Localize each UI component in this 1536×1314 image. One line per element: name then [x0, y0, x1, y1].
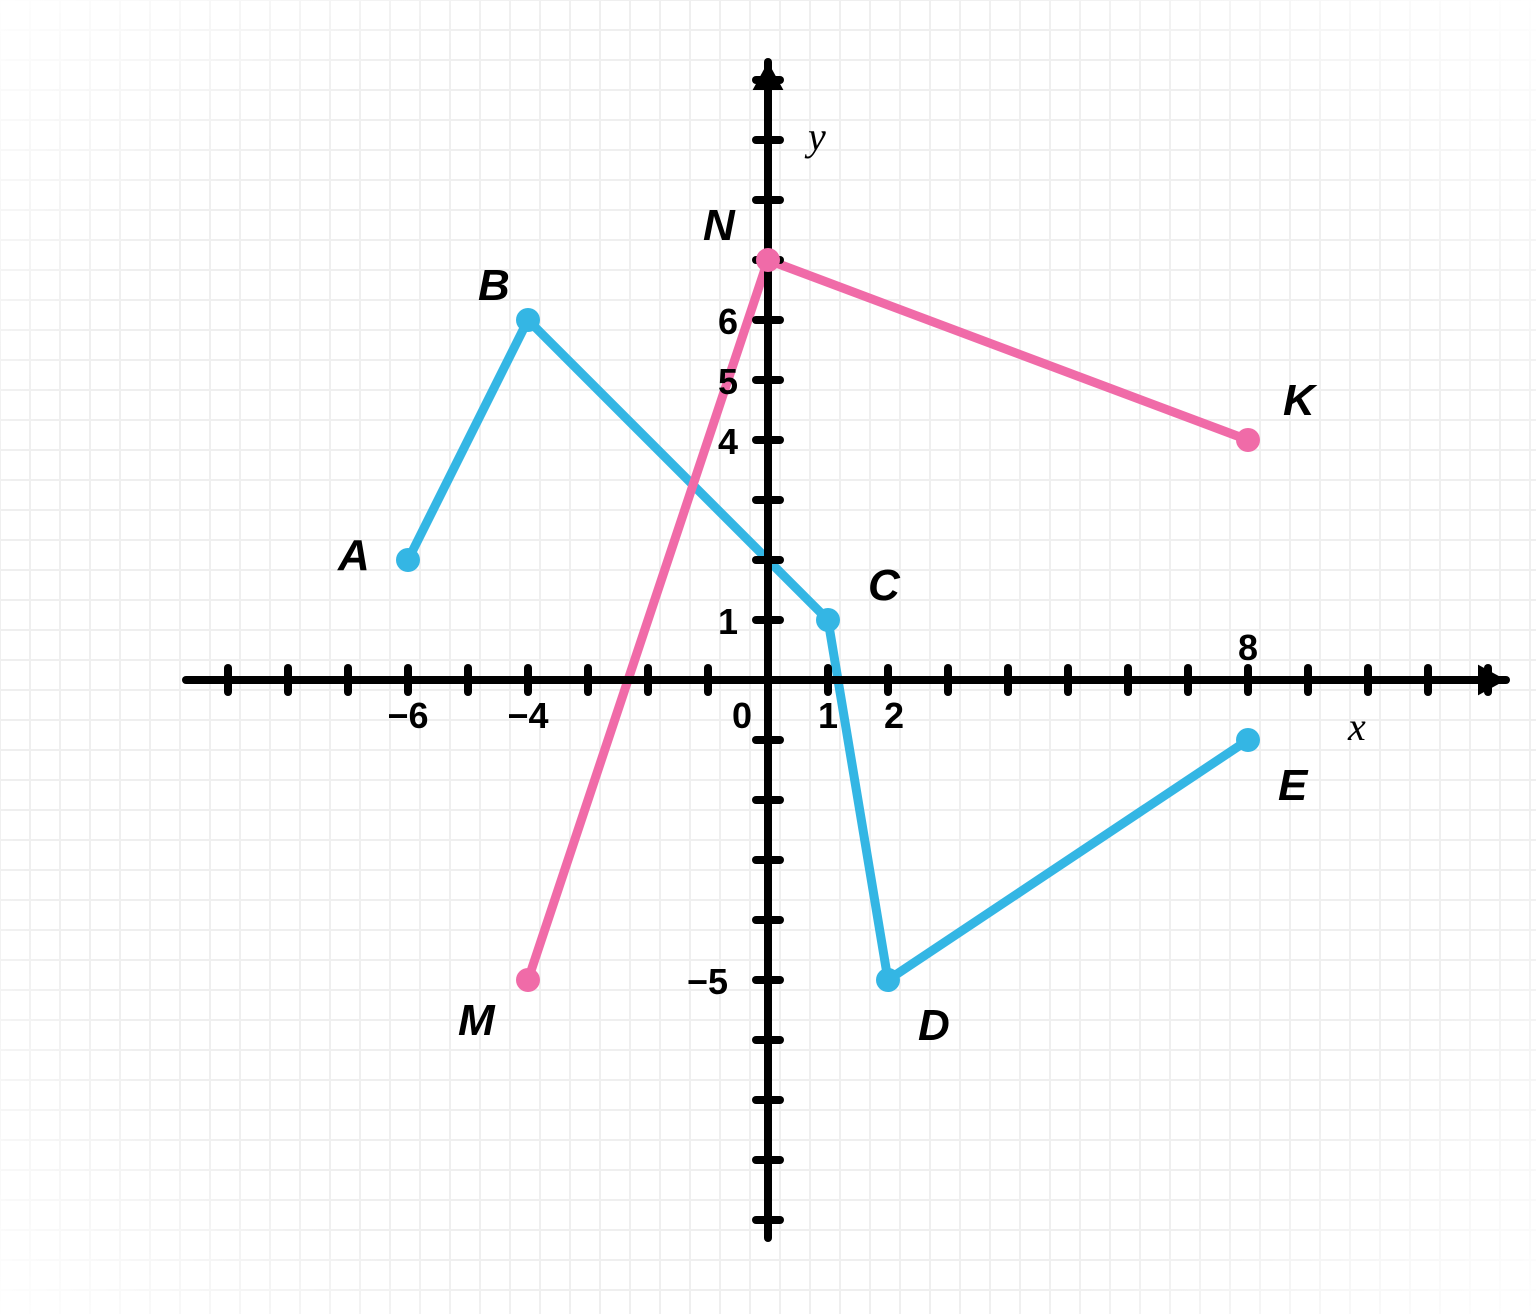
point-label-B: B: [478, 261, 510, 310]
point-B: [516, 308, 540, 332]
point-M: [516, 968, 540, 992]
y-tick-label: 5: [718, 361, 738, 402]
point-label-A: A: [337, 531, 370, 580]
x-tick-label: −4: [507, 695, 548, 736]
point-D: [876, 968, 900, 992]
point-label-D: D: [918, 1001, 950, 1050]
coordinate-graph: −6−401281456−5xyABCDEMNK: [0, 0, 1536, 1314]
x-tick-label: −6: [387, 695, 428, 736]
point-label-N: N: [703, 201, 736, 250]
y-tick-label: 6: [718, 301, 738, 342]
point-label-K: K: [1283, 376, 1318, 425]
point-E: [1236, 728, 1260, 752]
point-label-C: C: [868, 561, 901, 610]
x-tick-label: 0: [732, 695, 752, 736]
point-label-M: M: [458, 996, 496, 1045]
y-tick-label: 4: [718, 421, 738, 462]
point-N: [756, 248, 780, 272]
graph-svg: −6−401281456−5xyABCDEMNK: [0, 0, 1536, 1314]
x-tick-label: 2: [884, 695, 904, 736]
y-axis-label: y: [804, 114, 826, 159]
x-tick-label: 8: [1238, 627, 1258, 668]
point-label-E: E: [1278, 761, 1309, 810]
point-A: [396, 548, 420, 572]
y-tick-label: −5: [687, 961, 728, 1002]
x-tick-label: 1: [818, 695, 838, 736]
point-C: [816, 608, 840, 632]
y-tick-label: 1: [718, 601, 738, 642]
point-K: [1236, 428, 1260, 452]
x-axis-label: x: [1347, 704, 1366, 749]
